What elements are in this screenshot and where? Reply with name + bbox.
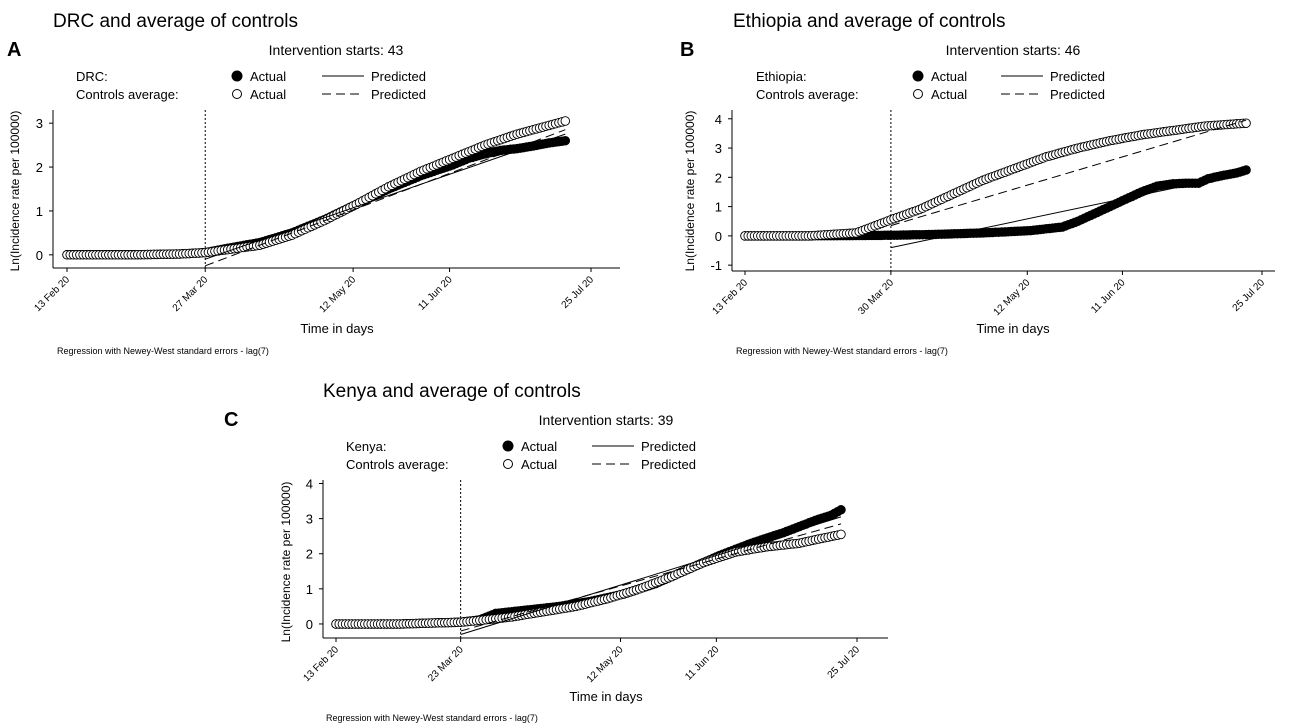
panel-letter: C	[224, 409, 238, 431]
y-tick-label: 1	[715, 200, 722, 215]
legend-treated-actual-label: Actual	[521, 439, 557, 454]
y-tick-label: 3	[36, 116, 43, 131]
x-tick-label: 27 Mar 20	[171, 274, 211, 314]
footnote: Regression with Newey-West standard erro…	[57, 346, 269, 356]
legend-treated-actual-marker	[912, 70, 924, 82]
x-tick-label: 13 Feb 20	[301, 644, 341, 684]
treated-actual-series	[331, 505, 846, 629]
control-predicted-line	[205, 129, 566, 267]
x-axis-label: Time in days	[976, 321, 1050, 336]
legend-treated-label: DRC:	[76, 69, 108, 84]
legend-control-actual-label: Actual	[250, 87, 286, 102]
x-tick-label: 11 Jun 20	[683, 644, 722, 683]
control-predicted-line	[890, 119, 1247, 227]
x-tick-label: 25 Jul 20	[1231, 277, 1268, 314]
x-axis-label: Time in days	[300, 321, 374, 336]
y-tick-label: 3	[715, 141, 722, 156]
x-tick-label: 23 Mar 20	[426, 644, 466, 684]
legend-control-actual-marker	[503, 459, 513, 469]
panel-title: Ethiopia and average of controls	[733, 11, 1006, 32]
data-point	[1241, 118, 1251, 128]
y-tick-label: 1	[36, 204, 43, 219]
legend-treated-actual-label: Actual	[931, 69, 967, 84]
treated-predicted-line	[205, 133, 566, 260]
x-tick-label: 12 May 20	[992, 277, 1033, 318]
legend-treated-predicted-label: Predicted	[371, 69, 426, 84]
legend-control-predicted-label: Predicted	[1050, 87, 1105, 102]
intervention-start-label: Intervention starts: 46	[946, 42, 1081, 58]
legend-control-label: Controls average:	[756, 87, 859, 102]
x-tick-label: 11 Jun 20	[1089, 277, 1128, 316]
x-tick-label: 13 Feb 20	[710, 277, 750, 317]
y-tick-label: 3	[306, 512, 313, 527]
legend-control-label: Controls average:	[346, 457, 449, 472]
x-axis-label: Time in days	[569, 689, 643, 704]
plot-area: 0 1 2 3 13 Feb 20 27 Mar 20 12 May 20 11 Jun 20…	[32, 110, 620, 315]
control-actual-series	[740, 118, 1251, 241]
y-tick-label: 2	[306, 547, 313, 562]
y-axis-label: Ln(Incidence rate per 100000)	[279, 482, 293, 643]
y-tick-label: 0	[306, 617, 313, 632]
footnote: Regression with Newey-West standard erro…	[326, 713, 538, 723]
legend-treated-predicted-label: Predicted	[641, 439, 696, 454]
y-tick-label: 0	[715, 229, 722, 244]
y-axis-label: Ln(Incidence rate per 100000)	[8, 111, 22, 272]
legend-control-predicted-label: Predicted	[641, 457, 696, 472]
x-tick-label: 11 Jun 20	[416, 274, 455, 313]
legend-treated-actual-marker	[502, 440, 514, 452]
x-tick-label: 30 Mar 20	[856, 277, 896, 317]
data-point	[560, 116, 571, 126]
y-tick-label: 2	[36, 160, 43, 175]
data-point	[560, 135, 571, 146]
plot-area: 0 1 2 3 4 13 Feb 20 23 Mar 20 12 May 20 11 Jun 2…	[301, 477, 888, 685]
legend-treated-label: Kenya:	[346, 439, 386, 454]
legend-control-actual-marker	[232, 89, 242, 99]
y-tick-label: 4	[715, 112, 722, 127]
panel-letter: B	[680, 39, 694, 61]
legend-treated-predicted-label: Predicted	[1050, 69, 1105, 84]
legend-treated-actual-label: Actual	[250, 69, 286, 84]
panel-title: Kenya and average of controls	[323, 381, 581, 402]
x-tick-label: 25 Jul 20	[560, 274, 597, 311]
plot-area: -1 0 1 2 3 4 13 Feb 20 30 Mar 20 12 May 20 11 Jun…	[710, 110, 1275, 318]
x-tick-label: 25 Jul 20	[826, 644, 863, 681]
y-axis-label: Ln(Incidence rate per 100000)	[683, 111, 697, 272]
legend-treated-actual-marker	[231, 70, 243, 82]
data-point	[1241, 165, 1251, 175]
y-tick-label: 4	[306, 477, 313, 492]
footnote: Regression with Newey-West standard erro…	[736, 346, 948, 356]
legend-control-label: Controls average:	[76, 87, 179, 102]
x-tick-label: 12 May 20	[585, 644, 626, 685]
intervention-start-label: Intervention starts: 39	[539, 412, 674, 428]
legend-control-predicted-label: Predicted	[371, 87, 426, 102]
y-tick-label: 2	[715, 170, 722, 185]
x-tick-label: 12 May 20	[317, 274, 358, 315]
panel-drc: DRC and average of controls A Interventi…	[7, 11, 620, 356]
treated-actual-series	[62, 135, 571, 260]
panel-ethiopia: Ethiopia and average of controls B Inter…	[680, 11, 1275, 356]
x-tick-label: 13 Feb 20	[32, 274, 72, 314]
y-tick-label: 1	[306, 582, 313, 597]
y-tick-label: -1	[710, 258, 722, 273]
treated-predicted-line	[460, 516, 842, 635]
legend-control-actual-marker	[913, 89, 923, 99]
legend-treated-label: Ethiopia:	[756, 69, 807, 84]
data-point	[836, 529, 846, 540]
control-predicted-line	[460, 523, 842, 632]
legend-control-actual-label: Actual	[521, 457, 557, 472]
panel-letter: A	[7, 39, 21, 61]
data-point	[836, 505, 846, 515]
legend-control-actual-label: Actual	[931, 87, 967, 102]
intervention-start-label: Intervention starts: 43	[269, 42, 404, 58]
control-actual-series	[331, 529, 846, 629]
control-actual-series	[62, 116, 571, 260]
y-tick-label: 0	[36, 248, 43, 263]
panel-title: DRC and average of controls	[53, 11, 298, 32]
treated-predicted-line	[890, 172, 1247, 249]
panel-kenya: Kenya and average of controls C Interven…	[224, 381, 888, 723]
